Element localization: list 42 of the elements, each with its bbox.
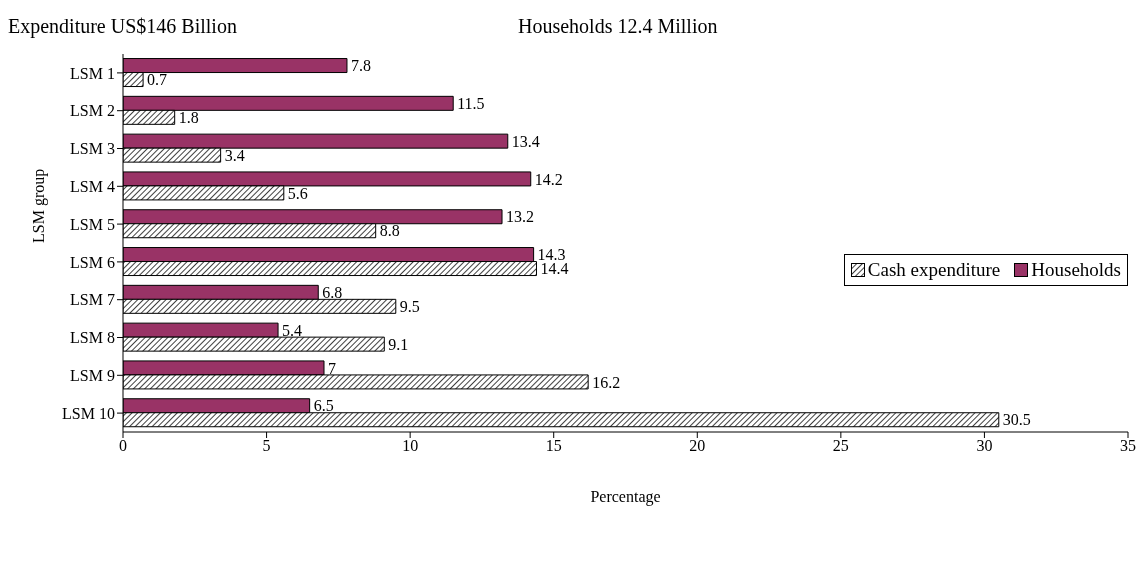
y-tick-label: LSM 7 (70, 291, 115, 309)
y-tick-label: LSM 9 (70, 366, 115, 384)
x-tick-label: 10 (402, 437, 419, 455)
data-label: 11.5 (457, 95, 485, 113)
y-tick-label: LSM 10 (62, 404, 115, 422)
data-label: 13.4 (511, 132, 540, 150)
x-axis-title: Percentage (590, 488, 661, 506)
data-label: 9.5 (399, 298, 420, 316)
data-label: 16.2 (592, 373, 621, 391)
data-label: 0.7 (147, 71, 168, 89)
data-label: 5.6 (287, 184, 308, 202)
data-label: 14.2 (534, 170, 563, 188)
data-label: 7.8 (350, 57, 371, 75)
data-label: 5.4 (282, 321, 303, 339)
legend-label: Cash expenditure (866, 259, 1001, 281)
x-tick-label: 5 (262, 437, 271, 455)
data-label: 9.1 (388, 335, 409, 353)
y-tick-label: LSM 6 (70, 253, 115, 271)
y-tick-label: LSM 5 (70, 215, 115, 233)
data-label: 6.8 (322, 284, 343, 302)
data-label: 6.5 (313, 397, 334, 415)
y-tick-label: LSM 1 (70, 64, 115, 82)
y-tick-label: LSM 4 (70, 177, 115, 195)
data-label: 1.8 (178, 109, 199, 127)
data-label: 3.4 (224, 146, 245, 164)
x-tick-label: 15 (545, 437, 562, 455)
y-tick-label: LSM 3 (70, 140, 115, 158)
legend-label: Households (1030, 259, 1121, 281)
x-tick-label: 0 (119, 437, 127, 455)
chart-subtitle: Households 12.4 Million (518, 14, 718, 38)
x-tick-label: 35 (1120, 437, 1136, 455)
data-label: 7 (328, 359, 336, 377)
x-tick-label: 25 (832, 437, 849, 455)
y-tick-label: LSM 8 (70, 329, 115, 347)
data-label: 30.5 (1002, 411, 1031, 429)
data-label: 13.2 (506, 208, 535, 226)
data-label: 8.8 (379, 222, 400, 240)
chart-title: Expenditure US$146 Billion (8, 14, 238, 38)
y-axis-title: LSM group (29, 168, 48, 243)
x-tick-label: 20 (689, 437, 706, 455)
y-tick-label: LSM 2 (70, 102, 115, 120)
x-tick-label: 30 (976, 437, 993, 455)
